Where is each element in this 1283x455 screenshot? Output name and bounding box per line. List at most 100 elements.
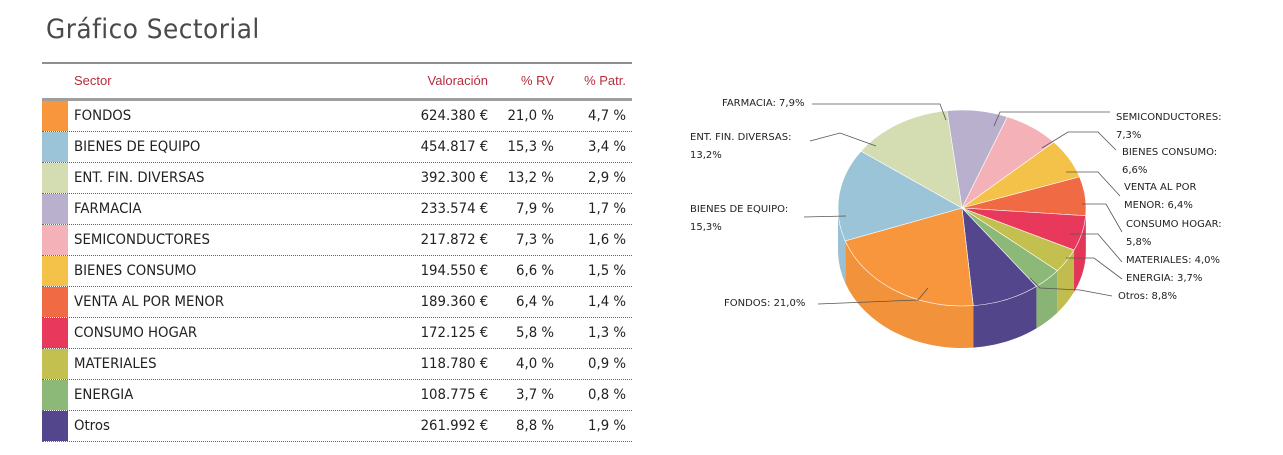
pie-wall (1074, 215, 1086, 293)
pie-wall (1057, 250, 1075, 313)
patr-value: 1,7 % (587, 201, 626, 217)
pie-leader-line (1070, 233, 1123, 263)
rv-value: 21,0 % (507, 108, 554, 124)
patr-value: 2,9 % (587, 170, 626, 186)
pie-slice-fondos (844, 207, 974, 307)
header-patr: % Patr. (584, 73, 626, 88)
rv-value: 15,3 % (507, 139, 554, 155)
pie-label-line: BIENES CONSUMO: (1122, 147, 1217, 158)
table-row: VENTA AL POR MENOR 189.360 € 6,4 % 1,4 % (42, 287, 632, 318)
pie-label: CONSUMO HOGAR: 5,8% (1126, 219, 1222, 248)
pie-label: FONDOS: 21,0% (724, 298, 805, 309)
pie-label-line: 13,2% (690, 150, 722, 161)
patr-value: 4,7 % (587, 108, 626, 124)
pie-leader-line (803, 215, 847, 218)
pie-label-line: FONDOS: 21,0% (724, 298, 805, 309)
valoracion-value: 261.992 € (420, 418, 488, 434)
sector-name: MATERIALES (74, 356, 157, 372)
pie-wall (973, 286, 1037, 348)
color-swatch (42, 256, 68, 286)
rv-value: 6,6 % (515, 263, 554, 279)
pie-label-line: ENERGIA: 3,7% (1126, 273, 1202, 284)
sector-name: ENERGIA (74, 387, 134, 403)
table-row: BIENES CONSUMO 194.550 € 6,6 % 1,5 % (42, 256, 632, 287)
table-row: ENERGIA 108.775 € 3,7 % 0,8 % (42, 380, 632, 411)
patr-value: 1,3 % (587, 325, 626, 341)
valoracion-value: 392.300 € (420, 170, 488, 186)
pie-label-line: 5,8% (1126, 237, 1151, 248)
pie-label: SEMICONDUCTORES: 7,3% (1116, 112, 1222, 141)
valoracion-value: 172.125 € (420, 325, 488, 341)
patr-value: 0,8 % (587, 387, 626, 403)
pie-slice-ent-fin-diversas (860, 110, 963, 209)
page-title: Gráfico Sectorial (46, 14, 260, 45)
table-row: BIENES DE EQUIPO 454.817 € 15,3 % 3,4 % (42, 132, 632, 163)
pie-label: VENTA AL POR MENOR: 6,4% (1124, 182, 1196, 211)
table-body: FONDOS 624.380 € 21,0 % 4,7 % BIENES DE EQUI… (42, 101, 632, 442)
header-valoracion: Valoración (427, 73, 488, 88)
sector-name: FONDOS (74, 108, 132, 124)
patr-value: 1,5 % (587, 263, 626, 279)
pie-label: BIENES CONSUMO: 6,6% (1122, 147, 1217, 176)
rv-value: 4,0 % (515, 356, 554, 372)
sector-name: BIENES DE EQUIPO (74, 139, 201, 155)
pie-label-line: FARMACIA: 7,9% (722, 98, 804, 109)
color-swatch (42, 163, 68, 193)
valoracion-value: 217.872 € (420, 232, 488, 248)
valoracion-value: 194.550 € (420, 263, 488, 279)
pie-wall (1036, 270, 1058, 329)
color-swatch (42, 318, 68, 348)
sector-name: BIENES CONSUMO (74, 263, 197, 279)
color-swatch (42, 349, 68, 379)
pie-label-line: ENT. FIN. DIVERSAS: (690, 132, 791, 143)
pie-leader-line (809, 132, 877, 147)
table-row: MATERIALES 118.780 € 4,0 % 0,9 % (42, 349, 632, 380)
patr-value: 1,9 % (587, 418, 626, 434)
valoracion-value: 454.817 € (420, 139, 488, 155)
header-rv: % RV (521, 73, 554, 88)
pie-label-line: VENTA AL POR (1124, 182, 1196, 193)
pie-leader-line (1082, 203, 1123, 233)
pie-leader-line (812, 103, 947, 121)
pie-leader-line (993, 111, 1110, 127)
patr-value: 0,9 % (587, 356, 626, 372)
pie-label-line: CONSUMO HOGAR: (1126, 219, 1222, 230)
pie-wall (838, 208, 846, 283)
sector-name: SEMICONDUCTORES (74, 232, 210, 248)
pie-label-line: MENOR: 6,4% (1124, 200, 1193, 211)
pie-label-line: BIENES DE EQUIPO: (690, 204, 788, 215)
table-row: Otros 261.992 € 8,8 % 1,9 % (42, 411, 632, 442)
patr-value: 3,4 % (587, 139, 626, 155)
pie-leader-line (1041, 131, 1117, 151)
color-swatch (42, 101, 68, 131)
rv-value: 7,3 % (515, 232, 554, 248)
table-row: SEMICONDUCTORES 217.872 € 7,3 % 1,6 % (42, 225, 632, 256)
pie-leader-line (817, 287, 929, 305)
rv-value: 3,7 % (515, 387, 554, 403)
color-swatch (42, 132, 68, 162)
color-swatch (42, 225, 68, 255)
table-row: FONDOS 624.380 € 21,0 % 4,7 % (42, 101, 632, 132)
pie-label: BIENES DE EQUIPO: 15,3% (690, 204, 788, 233)
valoracion-value: 118.780 € (420, 356, 488, 372)
pie-slice-bienes-de-equipo (837, 150, 963, 242)
color-swatch (42, 287, 68, 317)
rv-value: 5,8 % (515, 325, 554, 341)
pie-leader-line (1029, 277, 1113, 297)
sector-name: FARMACIA (74, 201, 142, 217)
rv-value: 6,4 % (515, 294, 554, 310)
pie-label: Otros: 8,8% (1118, 291, 1177, 302)
pie-leader-line (1066, 257, 1123, 280)
header-sector: Sector (74, 73, 112, 88)
patr-value: 1,4 % (587, 294, 626, 310)
table-header: Sector Valoración % RV % Patr. (42, 62, 632, 101)
sector-name: VENTA AL POR MENOR (74, 294, 225, 310)
sector-name: ENT. FIN. DIVERSAS (74, 170, 205, 186)
table-row: FARMACIA 233.574 € 7,9 % 1,7 % (42, 194, 632, 225)
rv-value: 13,2 % (507, 170, 554, 186)
table-row: ENT. FIN. DIVERSAS 392.300 € 13,2 % 2,9 % (42, 163, 632, 194)
pie-label-line: MATERIALES: 4,0% (1126, 255, 1220, 266)
pie-label: ENT. FIN. DIVERSAS: 13,2% (690, 132, 791, 161)
sector-name: Otros (74, 418, 110, 434)
